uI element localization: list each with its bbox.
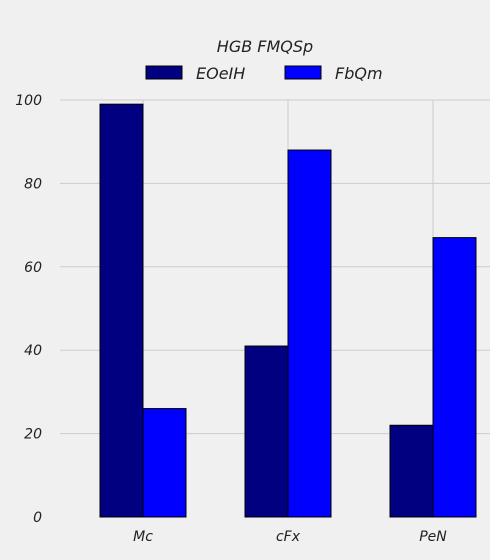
bar-FbQm-Mc (142, 408, 187, 518)
y-tick-label: 60 (24, 260, 42, 276)
bar-FbQm-PeN (432, 237, 477, 518)
x-tick-label: cFx (276, 529, 301, 545)
x-tick-label: Mc (133, 529, 153, 545)
y-tick-label: 100 (15, 93, 42, 109)
x-tick-label: PeN (419, 529, 447, 545)
legend-swatch-FbQm (284, 65, 322, 80)
legend-label-FbQm: FbQm (335, 64, 383, 83)
legend-title: HGB FMQSp (217, 37, 313, 56)
x-axis-ticks: Mc cFx PeN (133, 529, 447, 545)
bar-FbQm-cFx (287, 149, 332, 518)
y-tick-label: 80 (24, 176, 42, 192)
legend: HGB FMQSp EOeIH FbQm (145, 37, 383, 83)
bar-EOeIH-cFx (244, 345, 289, 518)
y-tick-label: 40 (24, 343, 42, 359)
bars (99, 103, 477, 518)
bar-EOeIH-PeN (389, 424, 434, 518)
legend-swatch-EOeIH (145, 65, 183, 80)
y-tick-label: 0 (33, 510, 42, 526)
y-tick-label: 20 (24, 427, 42, 443)
legend-label-EOeIH: EOeIH (196, 64, 245, 83)
bar-EOeIH-Mc (99, 103, 144, 518)
y-axis-ticks: 0 20 40 60 80 100 (15, 93, 42, 526)
